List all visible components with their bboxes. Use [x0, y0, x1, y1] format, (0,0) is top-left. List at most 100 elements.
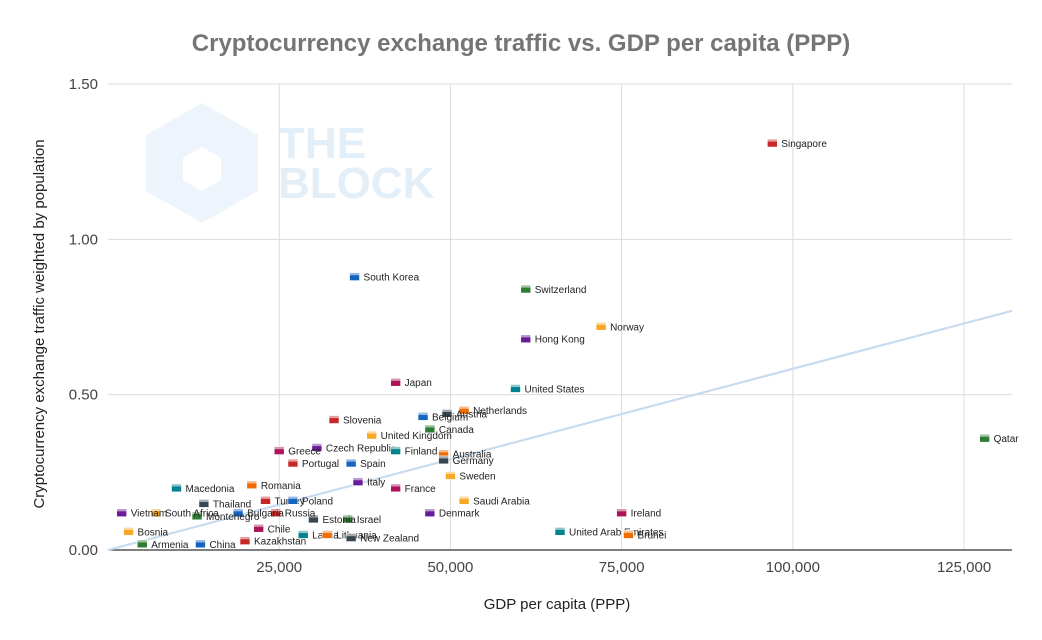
- flag-stripe: [979, 434, 990, 437]
- flag-stripe: [195, 539, 206, 543]
- data-point: Israel: [342, 514, 381, 526]
- data-point: Chile: [253, 523, 291, 535]
- data-point: Bulgaria: [232, 508, 284, 520]
- point-label: Chile: [268, 524, 291, 535]
- point-label: Greece: [288, 447, 321, 458]
- chart-title: Cryptocurrency exchange traffic vs. GDP …: [192, 30, 850, 57]
- point-label: Singapore: [781, 139, 827, 150]
- data-point: Romania: [246, 480, 301, 492]
- flag-stripe: [418, 412, 429, 416]
- point-label: Brunei: [637, 530, 666, 541]
- flag-stripe: [123, 527, 134, 530]
- flag-stripe: [342, 514, 353, 518]
- point-label: Italy: [367, 478, 385, 489]
- point-label: Sweden: [459, 471, 495, 482]
- flag-stripe: [445, 471, 456, 475]
- data-point: Norway: [595, 322, 644, 333]
- data-points: Singapore South Korea Switzerland Norway Hon…: [116, 138, 1019, 551]
- data-point: Belgium: [417, 412, 468, 423]
- data-point: New Zealand: [345, 533, 419, 545]
- point-label: United Arab Emirates: [569, 527, 664, 538]
- y-tick-label: 0.50: [69, 387, 98, 404]
- data-point: Macedonia: [171, 483, 235, 495]
- flag-stripe: [459, 406, 470, 409]
- point-label: China: [209, 540, 236, 551]
- point-label: Armenia: [151, 540, 189, 551]
- point-label: United States: [524, 384, 584, 395]
- flag-stripe: [287, 459, 298, 462]
- flag-stripe: [233, 508, 244, 512]
- data-point: France: [390, 483, 436, 495]
- flag-stripe: [329, 415, 339, 419]
- data-point: Switzerland: [520, 284, 587, 296]
- y-axis-label: Cryptocurrency exchange traffic weighted…: [31, 139, 48, 508]
- x-axis-label: GDP per capita (PPP): [484, 596, 630, 613]
- point-label: Switzerland: [535, 285, 587, 296]
- y-axis-ticks: 0.00 0.50 1.00 1.50: [69, 76, 98, 559]
- flag-stripe: [260, 496, 271, 499]
- data-point: Netherlands: [458, 405, 527, 417]
- flag-stripe: [555, 527, 565, 530]
- data-point: United States: [510, 384, 585, 395]
- data-point: United Arab Emirates: [554, 527, 664, 538]
- flag-stripe: [246, 480, 257, 484]
- y-tick-label: 0.00: [69, 542, 98, 559]
- data-point: Saudi Arabia: [458, 495, 530, 507]
- point-label: Germany: [453, 456, 494, 467]
- data-point: Germany: [438, 455, 494, 467]
- data-point: Russia: [270, 508, 316, 520]
- flag-stripe: [274, 446, 285, 450]
- x-tick-label: 100,000: [766, 559, 820, 576]
- point-label: Czech Republic: [326, 443, 396, 454]
- flag-stripe: [150, 508, 161, 512]
- data-point: Lithuania: [321, 530, 377, 541]
- point-label: Slovenia: [343, 416, 382, 427]
- flag-stripe: [298, 530, 309, 534]
- point-label: South Korea: [364, 273, 420, 284]
- data-point: Austria: [441, 409, 488, 420]
- flag-stripe: [520, 334, 531, 338]
- data-point: Finland: [390, 446, 437, 458]
- watermark-logo: THE BLOCK: [146, 103, 435, 223]
- point-label: Austria: [456, 409, 488, 420]
- x-tick-label: 125,000: [937, 559, 991, 576]
- point-label: New Zealand: [360, 534, 419, 545]
- flag-stripe: [349, 272, 360, 276]
- point-label: South Africa: [165, 509, 219, 520]
- x-tick-label: 50,000: [427, 559, 473, 576]
- y-tick-label: 1.50: [69, 76, 98, 93]
- flag-stripe: [438, 455, 449, 459]
- flag-stripe: [438, 449, 449, 453]
- flag-stripe: [424, 508, 435, 512]
- data-point: Czech Republic: [311, 443, 396, 454]
- flag-stripe: [390, 483, 401, 487]
- data-point: Hong Kong: [520, 334, 585, 346]
- flag-stripe: [137, 539, 148, 543]
- x-axis-ticks: 25,000 50,000 75,000 100,000 125,000: [256, 559, 991, 576]
- x-tick-label: 25,000: [256, 559, 302, 576]
- data-point: Sweden: [445, 471, 496, 482]
- flag-stripe: [352, 477, 363, 481]
- point-label: Japan: [405, 378, 432, 389]
- point-label: Netherlands: [473, 406, 527, 417]
- point-label: Macedonia: [185, 484, 234, 495]
- point-label: Ireland: [631, 509, 662, 520]
- point-label: Canada: [439, 425, 474, 436]
- point-label: Bosnia: [138, 527, 169, 538]
- flag-stripe: [311, 443, 322, 447]
- data-point: Armenia: [136, 539, 189, 551]
- data-point: Portugal: [287, 458, 339, 470]
- data-point: United Kingdom: [366, 430, 452, 442]
- point-label: Denmark: [439, 509, 481, 520]
- data-point: Qatar: [979, 433, 1019, 445]
- data-point: Brunei: [623, 530, 666, 541]
- flag-stripe: [308, 514, 319, 518]
- flag-stripe: [239, 536, 250, 540]
- flag-stripe: [623, 530, 634, 534]
- y-tick-label: 1.00: [69, 231, 98, 248]
- data-point: Greece: [273, 446, 321, 458]
- flag-stripe: [116, 508, 127, 512]
- flag-stripe: [171, 483, 182, 487]
- flag-stripe: [253, 524, 264, 527]
